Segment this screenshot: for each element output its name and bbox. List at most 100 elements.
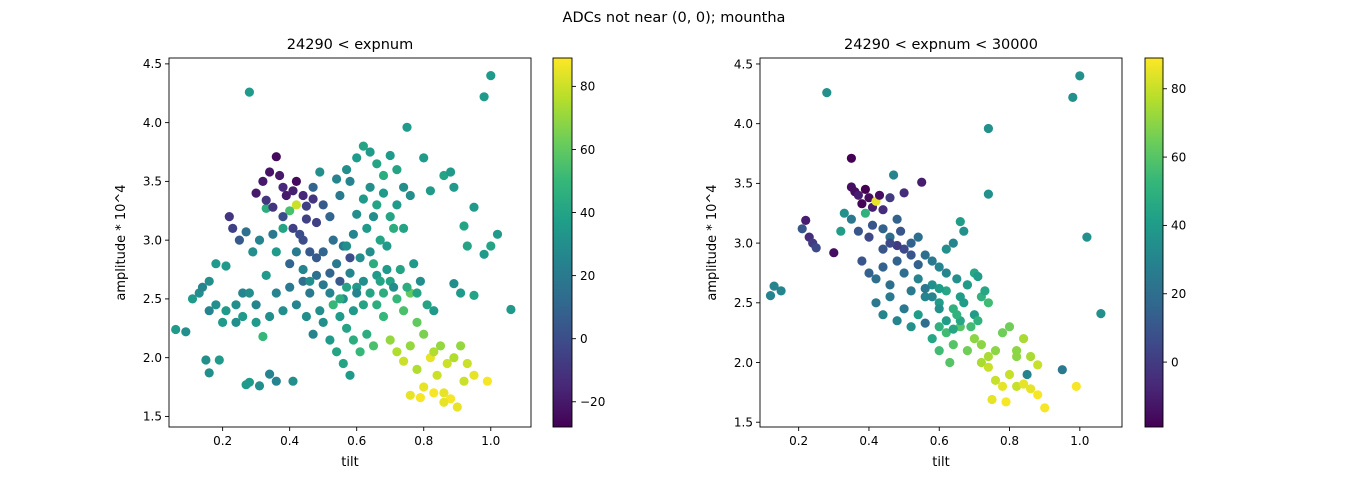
x-tick-label: 0.6 xyxy=(347,434,366,448)
y-tick-label: 2.5 xyxy=(143,292,162,306)
scatter-point xyxy=(948,238,958,248)
scatter-point xyxy=(822,88,832,98)
scatter-point xyxy=(305,247,315,257)
scatter-point xyxy=(506,304,516,315)
scatter-point xyxy=(204,368,214,378)
scatter-point xyxy=(948,324,958,334)
scatter-point xyxy=(385,212,395,222)
scatter-point xyxy=(906,322,916,332)
scatter-point xyxy=(261,195,271,205)
scatter-point xyxy=(301,311,311,322)
scatter-point xyxy=(281,190,291,201)
scatter-point xyxy=(352,288,362,298)
x-tick-label: 0.8 xyxy=(1000,434,1019,448)
scatter-point xyxy=(365,182,375,192)
scatter-point xyxy=(892,316,902,326)
scatter-point xyxy=(405,341,415,351)
scatter-point xyxy=(983,362,994,372)
scatter-point xyxy=(285,259,295,269)
scatter-point xyxy=(952,274,962,284)
scatter-point xyxy=(368,259,379,269)
scatter-point xyxy=(285,282,295,292)
scatter-point xyxy=(941,328,951,338)
scatter-point xyxy=(348,335,358,345)
scatter-point xyxy=(885,280,895,290)
scatter-point xyxy=(913,260,923,270)
scatter-point xyxy=(375,276,385,286)
scatter-point xyxy=(449,279,459,289)
figure-suptitle: ADCs not near (0, 0); mountha xyxy=(563,10,786,26)
scatter-point xyxy=(459,376,469,386)
scatter-point xyxy=(486,71,496,81)
scatter-point xyxy=(892,256,902,266)
scatter-point xyxy=(899,304,909,314)
scatter-point xyxy=(479,92,489,102)
scatter-point xyxy=(187,294,198,304)
scatter-point xyxy=(392,294,402,304)
scatter-point xyxy=(399,306,409,316)
scatter-point xyxy=(980,286,990,296)
scatter-point xyxy=(878,224,888,234)
scatter-point xyxy=(342,165,352,175)
scatter-point xyxy=(278,306,288,316)
scatter-point xyxy=(335,294,345,304)
scatter-point xyxy=(442,358,452,369)
x-tick-label: 0.4 xyxy=(280,434,299,448)
colorbar-tick-label: 40 xyxy=(580,206,595,220)
scatter-point xyxy=(345,176,355,186)
scatter-point xyxy=(412,288,422,298)
scatter-point xyxy=(1019,379,1029,389)
scatter-point xyxy=(867,220,878,230)
scatter-point xyxy=(248,247,258,257)
scatter-point xyxy=(318,317,328,327)
scatter-point xyxy=(927,256,937,266)
scatter-point xyxy=(251,317,261,327)
scatter-point xyxy=(352,153,362,163)
scatter-point xyxy=(846,214,857,224)
scatter-point xyxy=(983,298,994,308)
scatter-point xyxy=(412,364,422,374)
scatter-point xyxy=(365,247,375,257)
scatter-point xyxy=(1026,384,1036,394)
scatter-point xyxy=(342,282,352,292)
scatter-point xyxy=(254,235,265,245)
scatter-point xyxy=(392,200,402,210)
scatter-point xyxy=(405,190,415,201)
scatter-point xyxy=(382,264,392,275)
y-tick-label: 2.0 xyxy=(143,351,162,365)
scatter-point xyxy=(362,329,372,339)
scatter-point xyxy=(860,208,871,218)
scatter-point xyxy=(976,340,987,350)
scatter-point xyxy=(265,311,275,322)
scatter-point xyxy=(941,316,951,326)
scatter-point xyxy=(291,200,301,210)
scatter-point xyxy=(920,292,930,302)
scatter-point xyxy=(899,268,909,278)
scatter-point xyxy=(378,170,389,181)
scatter-point xyxy=(948,340,958,350)
scatter-point xyxy=(973,316,983,326)
scatter-point xyxy=(983,189,994,199)
scatter-point xyxy=(254,381,265,391)
scatter-point xyxy=(462,241,472,251)
scatter-point xyxy=(920,318,930,328)
scatter-panel-left: 24290 < expnum 0.2 0.4 0.6 0.8 1.0 1.5 2.0 2.5 3.… xyxy=(114,37,605,470)
scatter-point xyxy=(864,232,874,242)
scatter-point xyxy=(959,226,969,236)
scatter-point xyxy=(878,310,888,320)
x-tick-label: 0.4 xyxy=(859,434,878,448)
colorbar-tick-label: −20 xyxy=(580,395,605,409)
scatter-point xyxy=(878,244,888,254)
scatter-point xyxy=(378,311,389,322)
scatter-point xyxy=(990,346,1001,356)
scatter-point xyxy=(415,393,425,403)
scatter-point xyxy=(906,238,916,248)
scatter-point xyxy=(298,190,308,201)
y-tick-label: 4.5 xyxy=(143,57,162,71)
scatter-point xyxy=(298,264,308,275)
scatter-point xyxy=(285,206,295,216)
scatter-point xyxy=(275,170,285,181)
scatter-point xyxy=(955,217,965,227)
scatter-point xyxy=(765,291,776,301)
